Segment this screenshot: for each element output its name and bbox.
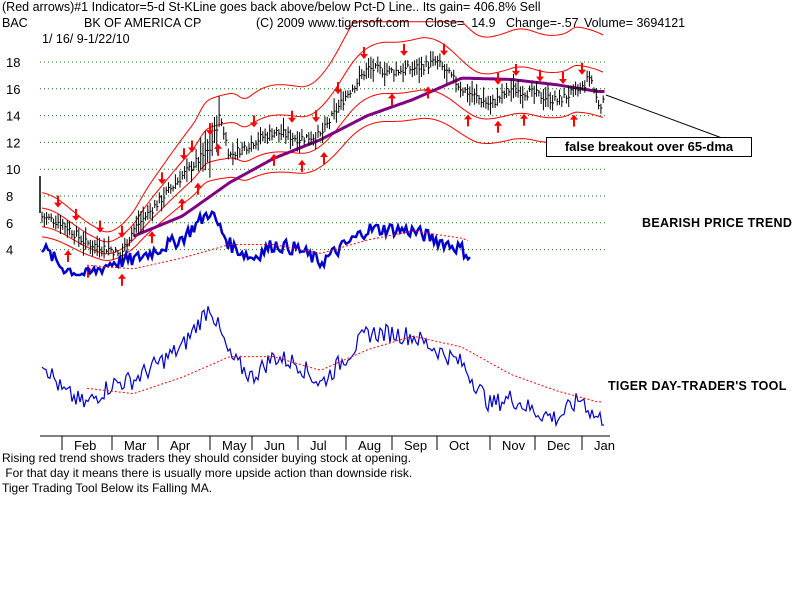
month-label: Sep (404, 438, 427, 453)
month-label: Jul (310, 438, 327, 453)
buy-arrow-head (520, 113, 528, 119)
upper-inner-band (41, 37, 604, 243)
sell-arrow-head (400, 50, 408, 56)
month-label: Jun (264, 438, 285, 453)
buy-arrow-head (194, 182, 202, 188)
sell-arrow-head (440, 50, 448, 56)
buy-arrow-head (298, 159, 306, 165)
sell-arrow-head (180, 155, 188, 161)
sell-arrow-head (206, 130, 214, 136)
month-label: Nov (502, 438, 526, 453)
ma65-line (132, 76, 605, 238)
sell-arrow-head (312, 117, 320, 123)
footer-note-1: Rising red trend shows traders they shou… (2, 451, 411, 465)
indicator-description: (Red arrows)#1 Indicator=5-d St-KLine go… (2, 0, 541, 14)
sell-arrow-head (334, 89, 342, 95)
y-tick-label: 16 (6, 82, 20, 97)
volume-value: Volume= 3694121 (584, 16, 686, 30)
y-tick-label: 10 (6, 162, 20, 177)
date-range: 1/ 16/ 9-1/22/10 (42, 32, 130, 46)
callout-pointer (605, 94, 723, 139)
sell-arrow-head (360, 54, 368, 60)
footer-note-2: For that day it means there is usually m… (2, 466, 413, 480)
price-panel-indicator-line (41, 209, 471, 278)
buy-arrow-head (464, 114, 472, 120)
sell-arrow-head (494, 79, 502, 85)
ma65-path (132, 76, 605, 238)
tool-label: TIGER DAY-TRADER'S TOOL (608, 379, 787, 393)
lower-inner-band (41, 89, 604, 255)
sell-arrow-head (559, 78, 567, 84)
sell-arrow-head (188, 147, 196, 153)
upper-outer-band (41, 21, 604, 233)
price-panel-indicator (41, 209, 471, 278)
y-tick-label: 12 (6, 135, 20, 150)
change-value: Change=-.57 (506, 16, 579, 30)
price-panel-indicator-ma (86, 230, 469, 270)
buy-arrow-head (64, 249, 72, 255)
day-trader-tool-line (41, 306, 605, 428)
copyright-text: (C) 2009 www.tigersoft.com (256, 16, 410, 30)
buy-arrow-head (320, 152, 328, 158)
sell-arrow-head (578, 69, 586, 75)
sell-arrow-head (54, 202, 62, 208)
footer-note-3: Tiger Trading Tool Below its Falling MA. (2, 481, 213, 495)
month-label: Feb (74, 438, 96, 453)
price-axis-ticks: 4 6 8 10 12 14 16 18 (6, 55, 41, 258)
ticker-symbol: BAC (2, 16, 28, 30)
close-value: Close= 14.9 (425, 16, 496, 30)
buy-arrow-head (270, 153, 278, 159)
buy-arrow-head (118, 273, 126, 279)
month-label: Mar (124, 438, 147, 453)
buy-arrow-head (148, 231, 156, 237)
y-tick-label: 4 (6, 243, 13, 258)
day-trader-tool-ma (86, 335, 603, 403)
company-name: BK OF AMERICA CP (84, 16, 202, 30)
y-tick-label: 18 (6, 55, 20, 70)
y-tick-label: 14 (6, 109, 20, 124)
month-label: May (222, 438, 247, 453)
month-axis: Feb Mar Apr May Jun Jul Aug Sep Oct Nov Dec Jan (40, 435, 615, 453)
false-breakout-callout: false breakout over 65-dma (546, 137, 752, 157)
sell-arrow-head (536, 76, 544, 82)
month-label: Apr (170, 438, 191, 453)
buy-arrow-head (424, 86, 432, 92)
sell-arrow-head (72, 215, 80, 221)
buy-arrow-head (388, 93, 396, 99)
buy-arrow-head (214, 143, 222, 149)
month-label: Jan (594, 438, 615, 453)
signal-arrows (54, 43, 586, 286)
month-label: Oct (449, 438, 470, 453)
callout-pointer-line (605, 94, 723, 139)
buy-arrow-head (178, 198, 186, 204)
month-label: Aug (358, 438, 381, 453)
sell-arrow-head (288, 117, 296, 123)
day-trader-tool-panel (41, 306, 605, 428)
sell-arrow-head (118, 232, 126, 238)
y-tick-label: 8 (6, 189, 13, 204)
sell-arrow-head (512, 70, 520, 76)
price-bars (41, 51, 605, 263)
trading-bands (41, 21, 604, 261)
price-trend-label: BEARISH PRICE TREND (642, 216, 793, 230)
price-gridlines (40, 61, 608, 251)
lower-outer-band (41, 117, 604, 261)
sell-arrow-head (250, 122, 258, 128)
y-tick-label: 6 (6, 216, 13, 231)
month-label: Dec (547, 438, 571, 453)
buy-arrow-head (494, 120, 502, 126)
sell-arrow-head (158, 179, 166, 185)
buy-arrow-head (570, 114, 578, 120)
sell-arrow-head (96, 227, 104, 233)
